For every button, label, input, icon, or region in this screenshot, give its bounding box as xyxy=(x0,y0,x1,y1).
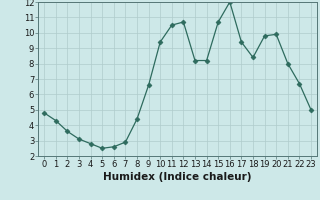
X-axis label: Humidex (Indice chaleur): Humidex (Indice chaleur) xyxy=(103,172,252,182)
